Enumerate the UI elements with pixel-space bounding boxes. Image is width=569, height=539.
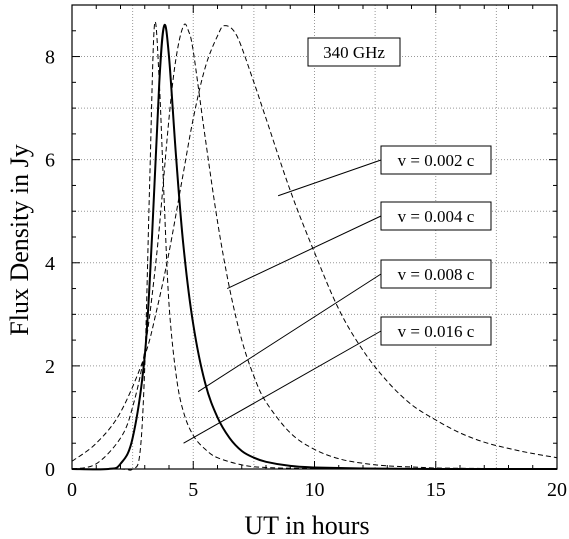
annotation-label: v = 0.016 c — [398, 322, 475, 341]
y-tick-label: 4 — [45, 253, 55, 275]
axis-ticks: 0 5 10 15 20 0 2 4 6 8 — [45, 4, 567, 501]
annotation-leader — [197, 273, 382, 393]
x-tick-label: 20 — [547, 479, 567, 501]
series-line — [72, 21, 558, 471]
frequency-box-frame — [307, 37, 401, 67]
y-tick-label: 8 — [45, 47, 55, 69]
grid — [72, 4, 557, 469]
frequency-box: 340 GHz — [307, 37, 401, 67]
annotation-box — [380, 201, 492, 231]
annotation-leaders — [183, 159, 382, 444]
annotation-label: v = 0.004 c — [398, 207, 475, 226]
x-tick-label: 10 — [305, 479, 325, 501]
y-axis-title: Flux Density in Jy — [5, 144, 34, 335]
series-group — [71, 21, 558, 471]
annotation-box — [380, 316, 492, 346]
annotation-label: v = 0.002 c — [398, 151, 475, 170]
annotation-leader — [183, 330, 382, 444]
annotation-box — [380, 145, 492, 175]
series-line — [71, 23, 558, 470]
series-line — [71, 25, 558, 462]
y-tick-label: 2 — [45, 356, 55, 378]
x-tick-label: 0 — [67, 479, 77, 501]
annotation-label: v = 0.008 c — [398, 265, 475, 284]
annotation-leader — [277, 159, 382, 197]
annotation-leader — [226, 215, 382, 290]
x-tick-label: 15 — [426, 479, 446, 501]
x-tick-label: 5 — [188, 479, 198, 501]
x-axis-title: UT in hours — [244, 511, 369, 539]
series-line — [71, 23, 558, 471]
annotation-box — [380, 259, 492, 289]
frequency-label: 340 GHz — [323, 43, 385, 62]
y-tick-label: 6 — [45, 150, 55, 172]
y-tick-label: 0 — [45, 459, 55, 481]
annotation-labels: v = 0.002 c v = 0.004 c v = 0.008 c v = 0.0… — [380, 145, 492, 346]
